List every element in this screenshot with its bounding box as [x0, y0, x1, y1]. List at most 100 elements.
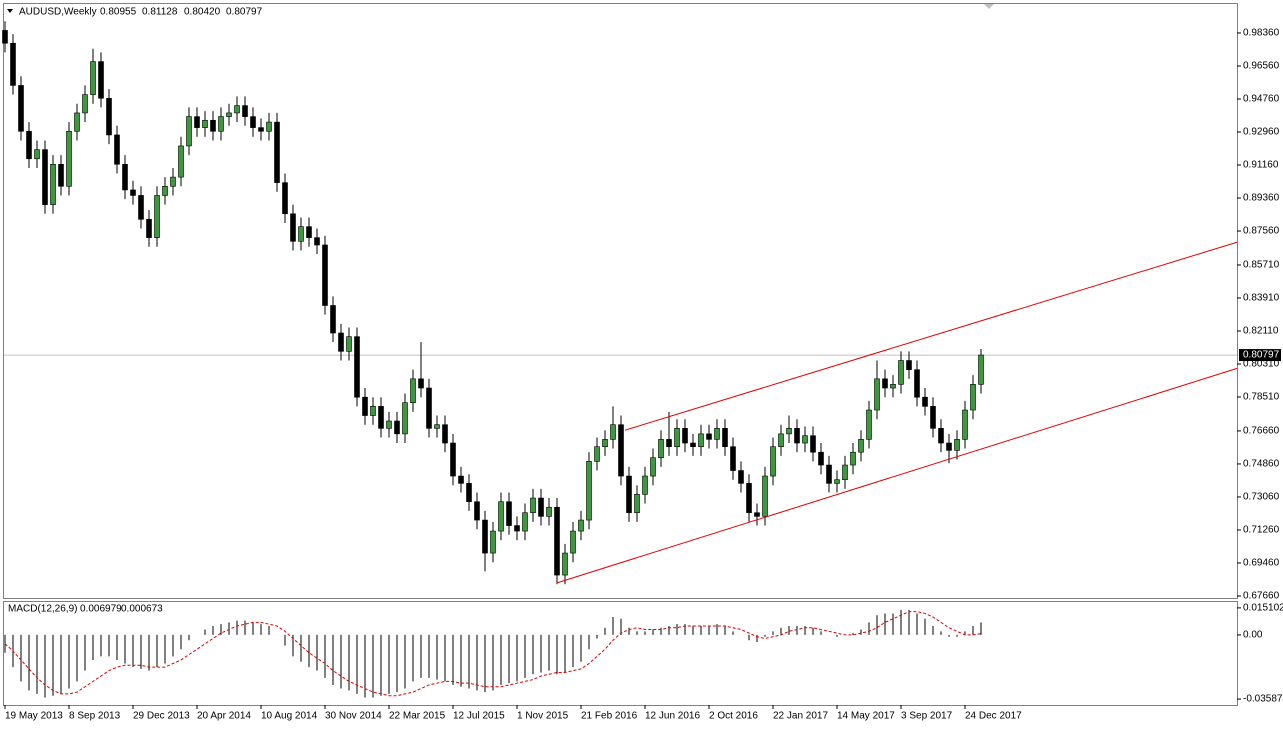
- candle-body: [810, 435, 816, 453]
- x-tick-label: 20 Apr 2014: [197, 711, 251, 722]
- candle-body: [114, 134, 120, 165]
- candle-body: [738, 470, 744, 484]
- candle-body: [90, 61, 96, 95]
- candle-body: [722, 428, 728, 448]
- candle-body: [610, 424, 616, 440]
- candle-body: [506, 501, 512, 526]
- candle-body: [274, 121, 280, 183]
- x-tick-label: 30 Nov 2014: [325, 711, 382, 722]
- menu-arrow[interactable]: [7, 9, 13, 13]
- candle-body: [930, 406, 936, 429]
- y-tick-label: 0.89360: [1243, 193, 1280, 204]
- x-tick-label: 29 Dec 2013: [133, 711, 190, 722]
- y-tick-label: 0.98360: [1243, 28, 1280, 39]
- candle-body: [642, 475, 648, 495]
- candle-body: [954, 439, 960, 451]
- candle-body: [130, 189, 136, 196]
- candle-body: [706, 433, 712, 440]
- header-close: 0.80797: [226, 7, 263, 18]
- candle-body: [18, 85, 24, 132]
- y-tick-label: 0.73060: [1243, 492, 1280, 503]
- candle-body: [770, 446, 776, 477]
- candle-body: [834, 479, 840, 484]
- signal-value: 0.000673: [121, 604, 163, 615]
- x-tick-label: 3 Sep 2017: [901, 711, 953, 722]
- candle-body: [154, 195, 160, 238]
- candle-body: [602, 439, 608, 448]
- candle-body: [106, 97, 112, 136]
- candle-body: [874, 378, 880, 411]
- candle-body: [714, 428, 720, 440]
- y-tick-label: 0.67660: [1243, 591, 1280, 602]
- candle-body: [978, 354, 984, 385]
- candle-body: [330, 305, 336, 334]
- y-tick-label: 0.78510: [1243, 392, 1280, 403]
- y-tick-label: 0.87560: [1243, 226, 1280, 237]
- candle-body: [842, 464, 848, 481]
- main-frame: [3, 3, 1238, 599]
- candle-body: [322, 244, 328, 306]
- candle-body: [194, 116, 200, 128]
- y-tick-label: 0.74860: [1243, 459, 1280, 470]
- candle-body: [698, 433, 704, 448]
- candle-body: [138, 195, 144, 220]
- candle-body: [34, 149, 40, 160]
- candle-body: [186, 116, 192, 147]
- x-tick-label: 12 Jul 2015: [453, 711, 505, 722]
- x-tick-label: 2 Oct 2016: [709, 711, 758, 722]
- candle-body: [418, 378, 424, 389]
- x-tick-label: 12 Jun 2016: [645, 711, 700, 722]
- y-tick-label: 0.92960: [1243, 127, 1280, 138]
- candle-body: [690, 442, 696, 448]
- candle-body: [98, 61, 104, 99]
- x-tick-label: 24 Dec 2017: [965, 711, 1022, 722]
- candle-body: [890, 384, 896, 389]
- candle-body: [554, 506, 560, 576]
- header-open: 0.80955: [100, 7, 137, 18]
- candle-body: [290, 213, 296, 242]
- candle-body: [658, 439, 664, 459]
- candle-body: [650, 457, 656, 477]
- candle-body: [778, 433, 784, 448]
- candle-body: [2, 30, 8, 44]
- candle-body: [442, 424, 448, 444]
- macd-title: MACD(12,26,9): [8, 604, 77, 615]
- y-tick-label: 0.015102: [1243, 603, 1283, 614]
- macd-value: 0.006979: [80, 604, 122, 615]
- candle-body: [250, 116, 256, 128]
- x-tick-label: 14 May 2017: [837, 711, 895, 722]
- macd-frame: [3, 601, 1238, 706]
- y-tick-label: 0.00: [1243, 630, 1263, 641]
- y-tick-label: 0.69460: [1243, 558, 1280, 569]
- candle-body: [242, 105, 248, 117]
- candle-body: [546, 506, 552, 517]
- candle-body: [946, 442, 952, 451]
- y-tick-label: 0.85710: [1243, 260, 1280, 271]
- candle-body: [818, 451, 824, 466]
- candle-body: [786, 428, 792, 435]
- symbol: AUDUSD,Weekly: [19, 7, 97, 18]
- y-tick-label: 0.82110: [1243, 326, 1279, 337]
- candle-body: [914, 369, 920, 398]
- candle-body: [378, 406, 384, 429]
- candle-body: [730, 446, 736, 471]
- x-tick-label: 21 Feb 2016: [581, 711, 638, 722]
- candle-body: [906, 360, 912, 370]
- y-tick-label: 0.94760: [1243, 94, 1280, 105]
- candle-body: [898, 360, 904, 385]
- y-tick-label: 0.83910: [1243, 293, 1280, 304]
- candle-body: [362, 396, 368, 416]
- candle-body: [626, 475, 632, 514]
- candle-body: [210, 119, 216, 132]
- candle-body: [562, 552, 568, 576]
- candle-body: [410, 378, 416, 403]
- candle-body: [354, 336, 360, 398]
- candle-body: [42, 149, 48, 205]
- candle-body: [314, 237, 320, 246]
- candle-body: [10, 42, 16, 86]
- candle-body: [226, 112, 232, 117]
- candle-body: [82, 94, 88, 114]
- candle-body: [530, 497, 536, 514]
